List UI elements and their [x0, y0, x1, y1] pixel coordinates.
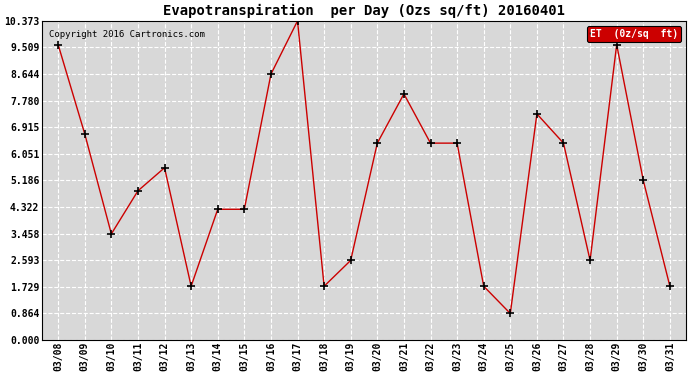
Legend: ET  (0z/sq  ft): ET (0z/sq ft) [587, 26, 681, 42]
Title: Evapotranspiration  per Day (Ozs sq/ft) 20160401: Evapotranspiration per Day (Ozs sq/ft) 2… [163, 4, 565, 18]
Text: Copyright 2016 Cartronics.com: Copyright 2016 Cartronics.com [48, 30, 204, 39]
